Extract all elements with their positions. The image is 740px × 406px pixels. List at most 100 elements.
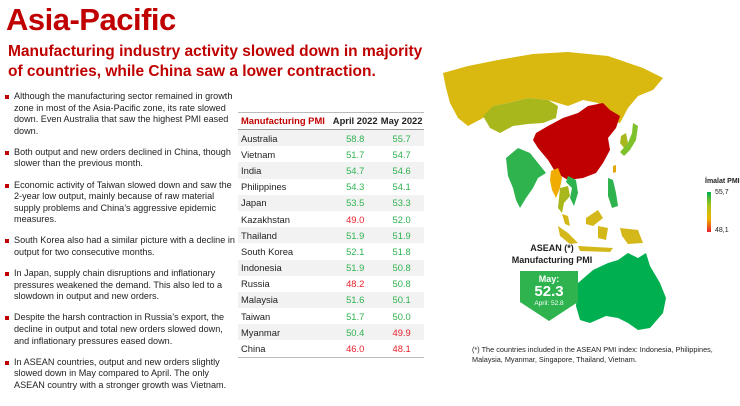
country-cell: India (238, 162, 332, 179)
asean-label-line2: Manufacturing PMI (511, 255, 593, 265)
asean-may-label: May: (538, 274, 560, 284)
bullet-item: In Japan, supply chain disruptions and i… (5, 268, 237, 303)
may-value-cell: 54.1 (392, 181, 411, 193)
may-value-cell: 50.1 (379, 291, 424, 309)
asean-pmi-callout: May: 52.3 April: 52.8 (520, 271, 578, 321)
table-header-row: Manufacturing PMI April 2022 May 2022 (238, 112, 424, 130)
table-row: Philippines 54.3 54.1 (238, 179, 424, 195)
page-title: Asia-Pacific (6, 2, 176, 37)
asean-april-text: April: 52.8 (534, 300, 564, 307)
country-cell: Australia (238, 129, 332, 147)
april-value-cell: 54.3 (346, 181, 365, 193)
april-value-cell: 54.7 (331, 162, 380, 179)
may-value-cell: 54.6 (379, 162, 424, 179)
april-value-cell: 46.0 (331, 340, 380, 358)
map-region-japan (620, 123, 638, 156)
map-region-malaysia (562, 210, 603, 226)
bullet-item: Although the manufacturing sector remain… (5, 91, 237, 137)
may-value-cell: 53.3 (379, 194, 424, 211)
country-cell: Taiwan (241, 310, 271, 322)
asean-label-line1: ASEAN (*) (530, 243, 574, 253)
table-row: Indonesia 51.9 50.8 (238, 259, 424, 276)
may-value-cell: 48.1 (379, 340, 424, 358)
bullet-list: Although the manufacturing sector remain… (5, 91, 237, 401)
may-value-cell: 49.9 (379, 324, 424, 341)
map-region-taiwan (613, 165, 616, 173)
map-region-indonesia (558, 226, 643, 252)
may-value-cell: 50.8 (392, 278, 411, 290)
header-manufacturing-pmi: Manufacturing PMI (238, 112, 332, 130)
map-region-philippines (608, 178, 618, 208)
bullet-item: Despite the harsh contraction in Russia’… (5, 312, 237, 347)
may-value-cell: 52.0 (392, 213, 411, 225)
map-region-india (506, 148, 546, 208)
legend-title: İmalat PMI (705, 178, 740, 185)
page-subtitle: Manufacturing industry activity slowed d… (8, 43, 423, 80)
country-cell: Malaysia (238, 291, 332, 309)
pmi-table: Manufacturing PMI April 2022 May 2022 Au… (238, 112, 424, 358)
country-cell: Philippines (241, 181, 287, 193)
april-value-cell: 48.2 (346, 278, 365, 290)
bullet-icon (5, 183, 9, 188)
country-cell: Myanmar (238, 324, 332, 341)
country-cell: Kazakhstan (241, 213, 290, 225)
april-value-cell: 50.4 (331, 324, 380, 341)
april-value-cell: 51.7 (346, 148, 365, 160)
country-cell: Vietnam (241, 148, 276, 160)
asean-pmi-label: ASEAN (*) Manufacturing PMI (497, 242, 607, 266)
table-row: China 46.0 48.1 (238, 340, 424, 358)
map-region-korea (620, 133, 628, 148)
april-value-cell: 52.1 (346, 245, 365, 257)
april-value-cell: 51.6 (331, 291, 380, 309)
country-cell: Indonesia (238, 259, 332, 276)
may-value-cell: 51.9 (379, 227, 424, 244)
country-cell: Japan (238, 194, 332, 211)
may-value-cell: 50.8 (379, 259, 424, 276)
asean-may-value: 52.3 (534, 283, 564, 300)
table-row: Thailand 51.9 51.9 (238, 227, 424, 244)
country-cell: Russia (241, 278, 270, 290)
table-body: Australia 58.8 55.7 Vietnam 51.7 54.7 India 54.… (238, 129, 424, 358)
bullet-text: Economic activity of Taiwan slowed down … (14, 179, 232, 225)
may-value-cell: 54.7 (392, 148, 411, 160)
april-value-cell: 51.9 (331, 227, 380, 244)
map-region-vietnam (566, 176, 578, 206)
april-value-cell: 51.7 (346, 310, 365, 322)
bullet-text: Despite the harsh contraction in Russia’… (14, 312, 225, 346)
footnote: (*) The countries included in the ASEAN … (472, 345, 713, 364)
header-may-2022: May 2022 (379, 112, 424, 130)
country-cell: China (238, 340, 332, 358)
april-value-cell: 58.8 (331, 129, 380, 147)
table-row: Kazakhstan 49.0 52.0 (238, 211, 424, 227)
april-value-cell: 51.9 (331, 259, 380, 276)
bullet-icon (5, 95, 9, 99)
bullet-icon (5, 150, 9, 155)
legend-gradient-bar (707, 192, 711, 232)
map-region-china (533, 103, 620, 180)
country-cell: South Korea (241, 245, 294, 257)
bullet-text: In ASEAN countries, output and new order… (14, 356, 227, 390)
bullet-icon (5, 239, 9, 244)
april-value-cell: 53.5 (331, 194, 380, 211)
bullet-icon (5, 360, 9, 365)
bullet-text: South Korea also had a similar picture w… (14, 235, 235, 258)
bullet-item: Economic activity of Taiwan slowed down … (5, 180, 237, 226)
bullet-text: Both output and new orders declined in C… (14, 146, 231, 169)
may-value-cell: 55.7 (379, 129, 424, 147)
bullet-item: South Korea also had a similar picture w… (5, 235, 237, 258)
map-legend: İmalat PMI 55,7 48,1 (705, 178, 740, 234)
bullet-icon (5, 272, 9, 277)
table-row: Malaysia 51.6 50.1 (238, 291, 424, 309)
legend-max: 55,7 (715, 189, 729, 196)
table-row: Australia 58.8 55.7 (238, 129, 424, 147)
table-row: Japan 53.5 53.3 (238, 194, 424, 211)
map-region-myanmar (550, 168, 562, 198)
table-row: South Korea 52.1 51.8 (238, 243, 424, 259)
header-april-2022: April 2022 (331, 112, 380, 130)
table-row: Russia 48.2 50.8 (238, 276, 424, 292)
bullet-icon (5, 316, 9, 321)
map-region-thailand (558, 186, 570, 213)
may-value-cell: 51.8 (392, 245, 411, 257)
table-row: Vietnam 51.7 54.7 (238, 146, 424, 162)
may-value-cell: 50.0 (392, 310, 411, 322)
